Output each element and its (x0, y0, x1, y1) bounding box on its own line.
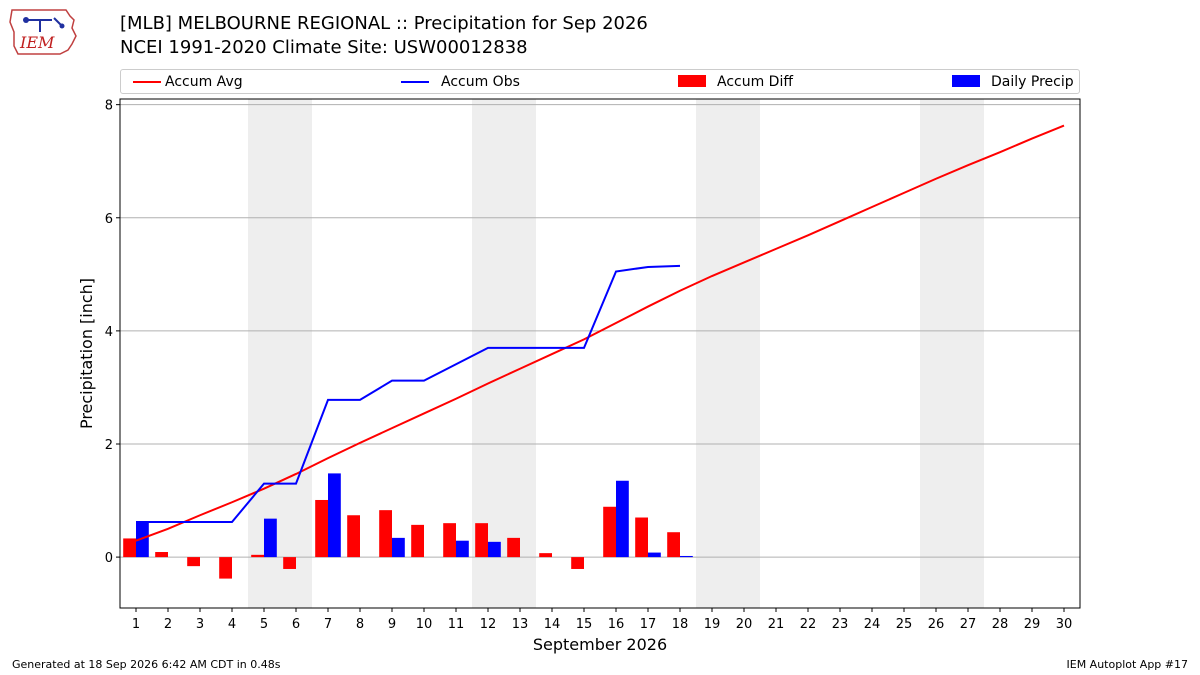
x-tick-label: 4 (228, 617, 236, 632)
x-tick-label: 11 (448, 617, 465, 632)
x-axis-label: September 2026 (533, 635, 667, 654)
y-tick-label: 0 (105, 551, 113, 566)
x-tick-label: 5 (260, 617, 268, 632)
legend: Accum Avg Accum Obs Accum Diff Daily Pre… (120, 69, 1080, 94)
x-tick-label: 1 (132, 617, 140, 632)
plot-frame (119, 98, 1081, 609)
line-accum-obs (136, 264, 681, 524)
bar-daily-precip-11 (456, 540, 469, 558)
bar-accum-diff-5 (251, 554, 264, 558)
legend-swatch-accum-diff (678, 75, 706, 87)
x-tick-label: 17 (640, 617, 657, 632)
weekend-shading (248, 99, 984, 608)
x-tick-label: 13 (512, 617, 529, 632)
bar-accum-diff-8 (347, 515, 360, 558)
legend-swatch-daily-precip (952, 75, 980, 87)
bar-daily-precip-7 (328, 473, 341, 558)
bar-daily-precip-12 (488, 541, 501, 558)
weekend-band (248, 99, 312, 608)
bar-daily-precip-1 (136, 522, 149, 558)
bar-accum-diff-10 (411, 524, 424, 558)
bar-daily-precip-9 (392, 537, 405, 558)
x-tick-label: 23 (832, 617, 849, 632)
bar-accum-diff-13 (507, 537, 520, 558)
bar-accum-diff-14 (539, 553, 552, 558)
bar-accum-diff-11 (443, 523, 456, 558)
logo-text: IEM (19, 33, 55, 52)
legend-swatch-accum-obs (401, 81, 429, 83)
lines (135, 124, 1065, 542)
x-tick-label: 14 (544, 617, 561, 632)
x-tick-label: 18 (672, 617, 689, 632)
x-tick-label: 10 (416, 617, 433, 632)
chart-subtitle: NCEI 1991-2020 Climate Site: USW00012838 (120, 37, 528, 58)
x-tick-label: 15 (576, 617, 593, 632)
bar-accum-diff-7 (315, 499, 328, 558)
bar-accum-diff-16 (603, 506, 616, 558)
chart-title: [MLB] MELBOURNE REGIONAL :: Precipitatio… (120, 13, 648, 34)
x-tick-label: 8 (356, 617, 364, 632)
bar-accum-diff-2 (155, 552, 168, 558)
y-tick-label: 8 (105, 99, 113, 114)
y-tick-label: 6 (105, 212, 113, 227)
legend-label: Accum Diff (717, 74, 794, 90)
iem-logo: IEM (8, 6, 80, 58)
line-accum-avg (135, 124, 1065, 542)
bar-accum-diff-1 (123, 538, 136, 558)
x-tick-label: 28 (992, 617, 1009, 632)
bar-accum-diff-15 (571, 557, 584, 569)
bar-daily-precip-5 (264, 518, 277, 558)
weekend-band (920, 99, 984, 608)
x-tick-label: 25 (896, 617, 913, 632)
bar-accum-diff-3 (187, 557, 200, 567)
bar-accum-diff-6 (283, 557, 296, 569)
bar-accum-diff-18 (667, 532, 680, 558)
legend-label: Daily Precip (991, 74, 1074, 90)
grid-lines (120, 104, 1080, 558)
x-tick-label: 22 (800, 617, 817, 632)
bar-accum-diff-17 (635, 517, 648, 558)
legend-label: Accum Obs (441, 74, 520, 90)
x-tick-label: 7 (324, 617, 332, 632)
x-tick-label: 29 (1024, 617, 1041, 632)
x-tick-label: 12 (480, 617, 497, 632)
generated-footer: Generated at 18 Sep 2026 6:42 AM CDT in … (12, 658, 281, 671)
y-tick-label: 2 (105, 438, 113, 453)
x-tick-label: 6 (292, 617, 300, 632)
bar-accum-diff-9 (379, 510, 392, 558)
bars (123, 473, 693, 579)
x-tick-label: 19 (704, 617, 721, 632)
bar-accum-diff-4 (219, 557, 232, 579)
legend-swatch-accum-avg (133, 81, 161, 83)
x-tick-label: 21 (768, 617, 785, 632)
x-tick-label: 2 (164, 617, 172, 632)
x-tick-label: 26 (928, 617, 945, 632)
bar-accum-diff-12 (475, 523, 488, 558)
bar-daily-precip-18 (680, 555, 693, 558)
x-tick-label: 27 (960, 617, 977, 632)
x-tick-label: 30 (1056, 617, 1073, 632)
x-tick-label: 24 (864, 617, 881, 632)
x-tick-label: 9 (388, 617, 396, 632)
x-tick-label: 20 (736, 617, 753, 632)
y-tick-label: 4 (105, 325, 113, 340)
x-tick-label: 16 (608, 617, 625, 632)
legend-label: Accum Avg (165, 74, 243, 90)
y-axis-label: Precipitation [inch] (77, 278, 96, 429)
bar-daily-precip-16 (616, 480, 629, 558)
bar-daily-precip-17 (648, 552, 661, 558)
app-footer: IEM Autoplot App #17 (1066, 658, 1189, 671)
x-tick-label: 3 (196, 617, 204, 632)
weekend-band (696, 99, 760, 608)
